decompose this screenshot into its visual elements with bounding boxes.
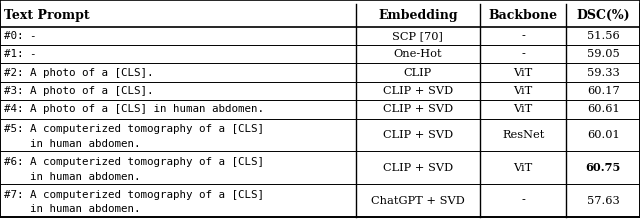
Text: #7: A computerized tomography of a [CLS]: #7: A computerized tomography of a [CLS] xyxy=(4,190,264,200)
Text: ViT: ViT xyxy=(513,105,533,114)
Text: 57.63: 57.63 xyxy=(587,196,620,206)
Text: 60.01: 60.01 xyxy=(587,130,620,140)
Text: 60.75: 60.75 xyxy=(586,162,621,173)
Text: #5: A computerized tomography of a [CLS]: #5: A computerized tomography of a [CLS] xyxy=(4,124,264,134)
Text: Backbone: Backbone xyxy=(488,9,558,22)
Text: -: - xyxy=(521,31,525,41)
Text: ViT: ViT xyxy=(513,86,533,96)
Text: #3: A photo of a [CLS].: #3: A photo of a [CLS]. xyxy=(4,86,154,96)
Text: 59.33: 59.33 xyxy=(587,68,620,78)
Text: ViT: ViT xyxy=(513,163,533,173)
Text: CLIP + SVD: CLIP + SVD xyxy=(383,130,453,140)
Text: in human abdomen.: in human abdomen. xyxy=(4,172,141,182)
Text: ChatGPT + SVD: ChatGPT + SVD xyxy=(371,196,465,206)
Text: -: - xyxy=(521,196,525,206)
Text: #1: -: #1: - xyxy=(4,49,37,59)
Text: #0: -: #0: - xyxy=(4,31,37,41)
Text: 60.61: 60.61 xyxy=(587,105,620,114)
Text: -: - xyxy=(521,49,525,59)
Text: 60.17: 60.17 xyxy=(587,86,620,96)
Text: CLIP + SVD: CLIP + SVD xyxy=(383,105,453,114)
Text: in human abdomen.: in human abdomen. xyxy=(4,139,141,149)
Text: CLIP + SVD: CLIP + SVD xyxy=(383,163,453,173)
Text: SCP [70]: SCP [70] xyxy=(392,31,444,41)
Text: #4: A photo of a [CLS] in human abdomen.: #4: A photo of a [CLS] in human abdomen. xyxy=(4,105,264,114)
Text: 59.05: 59.05 xyxy=(587,49,620,59)
Text: Text Prompt: Text Prompt xyxy=(4,9,90,22)
Text: CLIP: CLIP xyxy=(404,68,432,78)
Text: ResNet: ResNet xyxy=(502,130,545,140)
Text: DSC(%): DSC(%) xyxy=(577,9,630,22)
Text: ViT: ViT xyxy=(513,68,533,78)
Text: 51.56: 51.56 xyxy=(587,31,620,41)
Text: Embedding: Embedding xyxy=(378,9,458,22)
Text: #2: A photo of a [CLS].: #2: A photo of a [CLS]. xyxy=(4,68,154,78)
Text: CLIP + SVD: CLIP + SVD xyxy=(383,86,453,96)
Text: #6: A computerized tomography of a [CLS]: #6: A computerized tomography of a [CLS] xyxy=(4,157,264,167)
Text: One-Hot: One-Hot xyxy=(394,49,442,59)
Text: in human abdomen.: in human abdomen. xyxy=(4,204,141,214)
